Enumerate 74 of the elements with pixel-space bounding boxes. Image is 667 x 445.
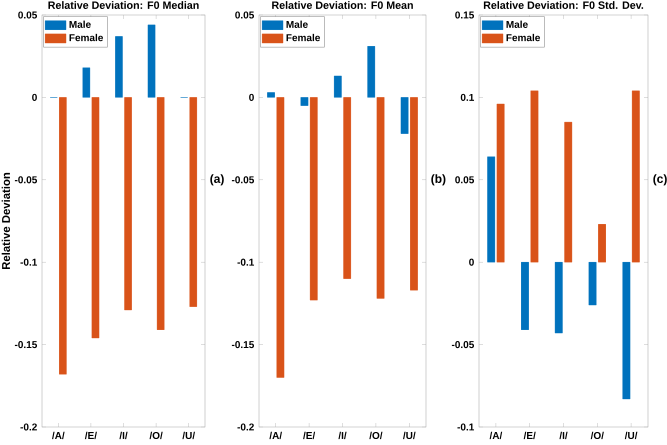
y-tick-label: -0.05 bbox=[14, 176, 38, 184]
y-tick-label: -0.1 bbox=[20, 258, 38, 266]
bar bbox=[300, 97, 308, 106]
chart-title: Relative Deviation: F0 Mean bbox=[272, 1, 413, 9]
bar bbox=[521, 262, 529, 330]
y-tick-label: 0.05 bbox=[455, 176, 474, 184]
y-tick-label: -0.2 bbox=[20, 423, 37, 431]
text: (c) bbox=[653, 174, 667, 186]
x-tick-label: /A/ bbox=[269, 432, 282, 440]
y-tick-label: 0.05 bbox=[235, 11, 254, 19]
x-tick-label: /U/ bbox=[403, 432, 416, 440]
y-tick-label: -0.05 bbox=[232, 176, 254, 184]
bar bbox=[115, 36, 123, 98]
x-tick-label: /I/ bbox=[559, 432, 568, 440]
bar bbox=[276, 97, 284, 378]
chart-title: Relative Deviation: F0 Median bbox=[48, 1, 199, 9]
bar bbox=[496, 104, 505, 262]
y-tick-label: -0.15 bbox=[14, 341, 38, 348]
y-tick-label: -0.1 bbox=[457, 423, 474, 431]
legend-label: Male bbox=[506, 20, 528, 28]
x-tick-label: /O/ bbox=[150, 432, 163, 440]
x-tick-label: /I/ bbox=[338, 432, 347, 440]
x-tick-label: /A/ bbox=[52, 432, 65, 440]
y-tick-label: 0.15 bbox=[455, 11, 474, 19]
x-tick-label: /E/ bbox=[84, 432, 97, 440]
x-tick-label: /E/ bbox=[524, 432, 536, 440]
y-tick-label: -0.1 bbox=[237, 258, 254, 266]
bar bbox=[82, 68, 90, 98]
y-tick-label: -0.2 bbox=[237, 423, 254, 431]
bar bbox=[410, 97, 418, 290]
bar bbox=[632, 90, 640, 262]
text: (b) bbox=[431, 174, 446, 186]
x-tick-label: /I/ bbox=[119, 432, 128, 440]
legend-label: Male bbox=[286, 20, 308, 28]
x-tick-label: /O/ bbox=[369, 432, 382, 440]
bar bbox=[124, 97, 132, 310]
bar bbox=[92, 97, 100, 338]
y-tick-label: 0.1 bbox=[460, 94, 474, 101]
x-tick-label: /U/ bbox=[182, 432, 195, 440]
text: (a) bbox=[210, 174, 224, 186]
bar bbox=[156, 97, 164, 330]
x-tick-label: /E/ bbox=[303, 432, 316, 440]
bar bbox=[598, 224, 606, 262]
bar bbox=[343, 97, 352, 279]
bar bbox=[564, 122, 572, 262]
bar bbox=[487, 156, 496, 262]
bar bbox=[530, 90, 538, 262]
y-tick-label: 0.05 bbox=[18, 11, 38, 19]
y-tick-label: 0 bbox=[32, 94, 37, 101]
bar bbox=[376, 97, 384, 299]
bar bbox=[622, 262, 630, 400]
x-tick-label: /O/ bbox=[590, 432, 604, 440]
y-tick-label: 0 bbox=[469, 258, 474, 266]
bar bbox=[400, 97, 408, 134]
y-tick-label: -0.05 bbox=[452, 341, 474, 348]
bar bbox=[310, 97, 318, 300]
legend-label: Male bbox=[70, 20, 91, 28]
y-tick-label: -0.15 bbox=[232, 341, 254, 348]
bar bbox=[367, 46, 376, 98]
bar bbox=[189, 97, 198, 307]
bar bbox=[148, 24, 156, 98]
bar bbox=[267, 92, 275, 98]
bar bbox=[588, 262, 596, 306]
y-tick-label: 0 bbox=[249, 94, 254, 101]
x-tick-label: /A/ bbox=[490, 432, 502, 440]
legend-label: Female bbox=[506, 34, 540, 42]
x-tick-label: /U/ bbox=[624, 432, 638, 440]
legend-label: Female bbox=[70, 34, 103, 42]
legend-label: Female bbox=[286, 34, 320, 42]
bar bbox=[334, 76, 342, 98]
chart-title: Relative Deviation: F0 Std. Dev. bbox=[484, 1, 644, 9]
bar bbox=[59, 97, 67, 374]
bar bbox=[554, 262, 563, 334]
y-axis-title: Relative Deviation bbox=[2, 172, 10, 270]
